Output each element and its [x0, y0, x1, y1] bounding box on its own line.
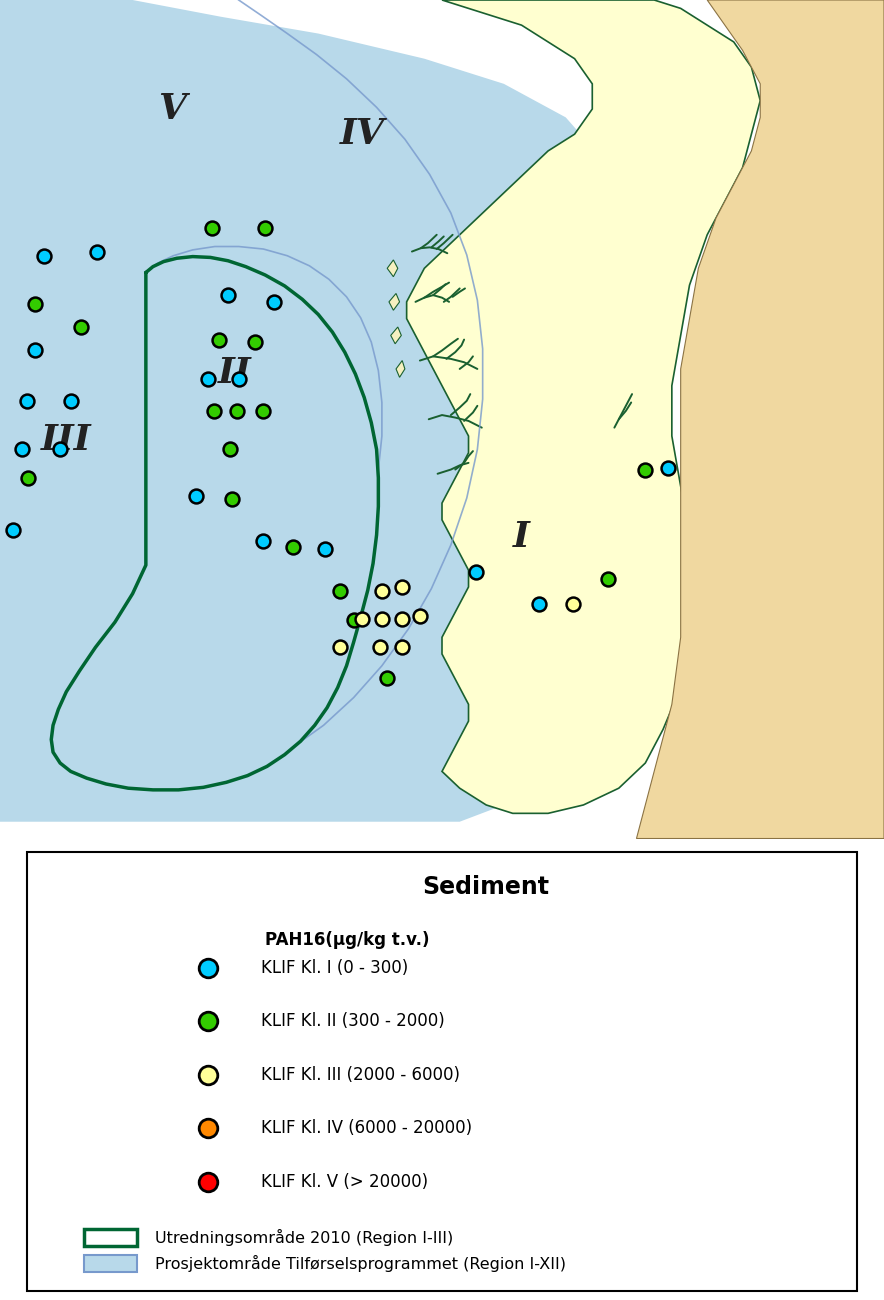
- Text: III: III: [41, 424, 92, 458]
- Polygon shape: [0, 0, 663, 822]
- Point: [395, 637, 409, 658]
- Point: [566, 593, 580, 614]
- Point: [15, 438, 29, 459]
- Point: [21, 468, 35, 489]
- Point: [469, 562, 483, 582]
- Point: [64, 390, 78, 411]
- Polygon shape: [387, 260, 398, 277]
- Point: [225, 489, 239, 510]
- Point: [53, 438, 67, 459]
- Point: [256, 530, 271, 551]
- Point: [212, 329, 226, 350]
- Point: [28, 292, 42, 313]
- Point: [638, 459, 652, 480]
- Point: [201, 369, 215, 390]
- Point: [201, 957, 215, 978]
- Point: [201, 1065, 215, 1086]
- Point: [248, 332, 262, 352]
- Point: [532, 593, 546, 614]
- Text: Prosjektområde Tilførselsprogrammet (Region I-XII): Prosjektområde Tilførselsprogrammet (Reg…: [155, 1254, 566, 1271]
- Point: [395, 608, 409, 629]
- Text: PAH16(μg/kg t.v.): PAH16(μg/kg t.v.): [265, 931, 430, 949]
- FancyBboxPatch shape: [27, 853, 857, 1291]
- Text: II: II: [217, 356, 251, 390]
- Point: [230, 400, 244, 421]
- Point: [189, 486, 203, 507]
- Text: KLIF Kl. V (> 20000): KLIF Kl. V (> 20000): [261, 1173, 428, 1191]
- Point: [373, 637, 387, 658]
- Text: KLIF Kl. IV (6000 - 20000): KLIF Kl. IV (6000 - 20000): [261, 1119, 472, 1138]
- Point: [661, 458, 675, 478]
- Point: [221, 285, 235, 306]
- Point: [90, 242, 104, 263]
- Text: IV: IV: [340, 117, 385, 151]
- Point: [201, 1118, 215, 1139]
- Text: V: V: [158, 92, 187, 126]
- Point: [318, 538, 332, 559]
- Polygon shape: [636, 0, 884, 838]
- Polygon shape: [389, 294, 400, 311]
- Point: [256, 400, 271, 421]
- Point: [333, 581, 347, 602]
- Point: [395, 577, 409, 598]
- Point: [28, 341, 42, 361]
- Text: KLIF Kl. I (0 - 300): KLIF Kl. I (0 - 300): [261, 958, 408, 976]
- Point: [205, 217, 219, 238]
- Point: [207, 400, 221, 421]
- Point: [380, 667, 394, 688]
- Point: [267, 291, 281, 312]
- Point: [223, 438, 237, 459]
- Point: [413, 606, 427, 627]
- Polygon shape: [407, 0, 760, 814]
- Point: [74, 317, 88, 338]
- Text: I: I: [513, 520, 530, 554]
- Point: [286, 537, 301, 558]
- Point: [232, 369, 246, 390]
- Text: Utredningsområde 2010 (Region I-III): Utredningsområde 2010 (Region I-III): [155, 1230, 453, 1247]
- Point: [258, 217, 272, 238]
- Point: [375, 608, 389, 629]
- Text: KLIF Kl. II (300 - 2000): KLIF Kl. II (300 - 2000): [261, 1013, 445, 1031]
- Point: [355, 608, 370, 629]
- Point: [333, 637, 347, 658]
- Point: [601, 568, 615, 589]
- Polygon shape: [396, 360, 405, 377]
- Point: [19, 390, 34, 411]
- Text: Sediment: Sediment: [423, 875, 550, 900]
- Point: [375, 581, 389, 602]
- Point: [347, 610, 361, 630]
- Bar: [84, 1228, 137, 1247]
- Polygon shape: [391, 328, 401, 343]
- Point: [37, 246, 51, 266]
- Point: [201, 1171, 215, 1192]
- Text: KLIF Kl. III (2000 - 6000): KLIF Kl. III (2000 - 6000): [261, 1066, 460, 1084]
- Point: [6, 520, 20, 541]
- Point: [201, 1011, 215, 1032]
- Bar: [84, 1254, 137, 1273]
